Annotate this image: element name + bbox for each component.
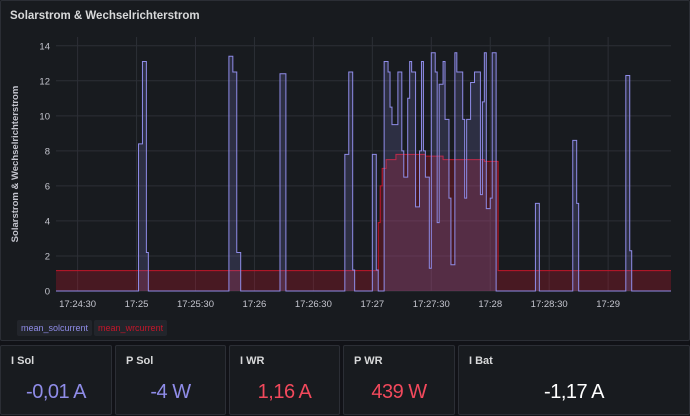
x-tick-label: 17:26:30 [295,299,332,310]
stat-panel-i-bat: I Bat -1,17 A [458,345,690,415]
y-tick-label: 8 [45,146,50,157]
stat-value: 1,16 A [257,381,312,403]
y-tick-label: 2 [45,251,50,262]
y-tick-label: 6 [45,181,50,192]
x-tick-label: 17:28:30 [531,299,568,310]
stat-title[interactable]: I WR [240,355,265,367]
series-area [56,154,671,291]
stat-panel-p-sol: P Sol -4 W [115,345,226,415]
y-tick-label: 10 [39,111,50,122]
legend-item-solcurrent[interactable]: mean_solcurrent [17,320,93,336]
panel-title[interactable]: Solarstrom & Wechselrichterstrom [10,10,200,22]
x-tick-label: 17:27 [360,299,384,310]
time-series-chart: 0 2 4 6 8 10 12 14 17:24:30 17:25 17:25:30 17:26 17:… [10,37,671,310]
stat-panel-i-wr: I WR 1,16 A [229,345,340,415]
y-tick-label: 14 [39,41,50,52]
stat-value: -0,01 A [26,381,86,403]
x-tick-label: 17:29 [596,299,620,310]
x-tick-label: 17:28 [478,299,502,310]
stat-panel-i-sol: I Sol -0,01 A [0,345,112,415]
stat-value: -1,17 A [544,381,604,403]
x-tick-label: 17:24:30 [59,299,96,310]
stat-title[interactable]: P WR [354,355,383,367]
legend-item-wrcurrent[interactable]: mean_wrcurrent [94,320,168,336]
x-tick-label: 17:26 [243,299,267,310]
stat-title[interactable]: I Sol [11,355,35,367]
x-tick-label: 17:27:30 [413,299,450,310]
x-tick-label: 17:25 [125,299,149,310]
y-tick-label: 4 [45,216,50,227]
x-tick-label: 17:25:30 [177,299,214,310]
stat-value: -4 W [150,381,191,403]
y-tick-label: 0 [45,287,50,298]
stat-value: 439 W [371,381,427,403]
series-mean_solcurrent [56,52,671,292]
stat-title[interactable]: P Sol [126,355,154,367]
chart-panel: Solarstrom & Wechselrichterstrom 0 2 4 6 8 10… [0,0,690,341]
stat-title[interactable]: I Bat [469,355,493,367]
series-line [56,52,671,292]
y-tick-label: 12 [39,76,50,87]
legend: mean_solcurrent mean_wrcurrent [17,320,168,336]
stat-panel-p-wr: P WR 439 W [343,345,455,415]
y-axis-label: Solarstrom & Wechselrichterstrom [10,86,21,243]
